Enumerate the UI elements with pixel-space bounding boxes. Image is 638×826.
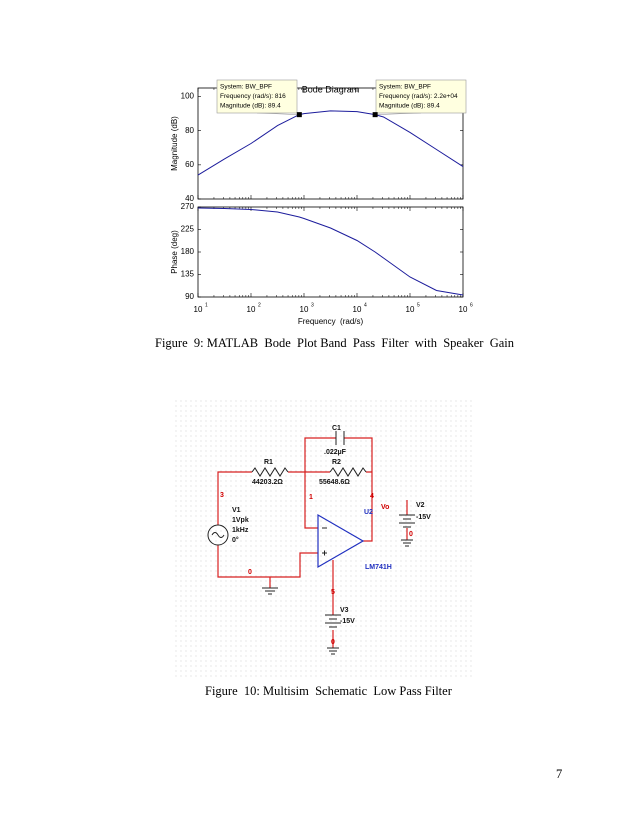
- label: 3: [220, 492, 224, 499]
- resistors: [251, 467, 367, 477]
- y-tick-label: 90: [185, 292, 194, 301]
- label: V1: [232, 507, 241, 514]
- label: 0: [248, 569, 252, 576]
- grounds: [262, 539, 413, 655]
- capacitor: [335, 431, 345, 445]
- label: R2: [332, 459, 341, 466]
- label: 1kHz: [232, 527, 249, 534]
- page-number: 7: [556, 767, 562, 781]
- x-tick-label: 10: [406, 305, 415, 314]
- y-tick-label: 40: [185, 194, 194, 203]
- x-tick-label: 10: [247, 305, 256, 314]
- datatip-marker: [372, 112, 378, 118]
- datatip: [216, 79, 298, 114]
- datatip-text: System: BW_BPF: [220, 84, 272, 91]
- x-tick-label: 10: [300, 305, 309, 314]
- opamp: [317, 513, 365, 569]
- label: 1Vpk: [232, 517, 249, 524]
- y-axis-label: Magnitude (dB): [170, 116, 179, 171]
- datatip-text: Frequency (rad/s): 2.2e+04: [379, 93, 458, 100]
- label: 1: [309, 494, 313, 501]
- label: 5: [331, 589, 335, 596]
- label: V2: [416, 502, 425, 509]
- axes-box: [197, 87, 464, 200]
- y-tick-label: 100: [181, 92, 195, 101]
- datatip-text: System: BW_BPF: [379, 84, 431, 91]
- x-tick-exponent: 1: [205, 302, 208, 308]
- label: 55648.6Ω: [319, 479, 350, 486]
- datatip-text: Magnitude (dB): 89.4: [379, 103, 440, 110]
- label: C1: [332, 425, 341, 432]
- x-tick-label: 10: [459, 305, 468, 314]
- datatip: [375, 79, 467, 114]
- wires: [217, 437, 408, 648]
- y-axis-label: Phase (deg): [170, 230, 179, 274]
- x-axis-label: Frequency (rad/s): [298, 317, 364, 326]
- label: -15V: [416, 514, 431, 521]
- y-tick-label: 270: [181, 202, 195, 211]
- label: 0: [331, 639, 335, 646]
- datatip-marker: [296, 112, 302, 118]
- opamp-signs: [322, 527, 327, 556]
- curve: [197, 207, 464, 296]
- y-tick-label: 80: [185, 126, 194, 135]
- bode-figure: 40 60 80 100 Magnitude (dB) Bode Diagram Syste…: [170, 79, 473, 326]
- x-tick-exponent: 2: [258, 302, 261, 308]
- datatip-text: Frequency (rad/s): 816: [220, 93, 286, 100]
- schematic-grid: [172, 398, 472, 680]
- sine: [211, 532, 225, 538]
- x-tick-exponent: 4: [364, 302, 367, 308]
- x-tick-exponent: 3: [311, 302, 314, 308]
- label: Vo: [381, 504, 389, 511]
- label: .022µF: [324, 449, 347, 456]
- datatip-text: Magnitude (dB): 89.4: [220, 103, 281, 110]
- x-tick-exponent: 5: [417, 302, 420, 308]
- x-tick-exponent: 6: [470, 302, 473, 308]
- y-tick-label: 135: [181, 270, 195, 279]
- label: 44203.2Ω: [252, 479, 283, 486]
- label: 0°: [232, 536, 239, 544]
- label: 0: [409, 531, 413, 538]
- y-tick-label: 225: [181, 225, 195, 234]
- caption: Figure 10: Multisim Schematic Low Pass F…: [205, 684, 453, 698]
- chart-title: Bode Diagram: [302, 84, 360, 94]
- y-tick-label: 180: [181, 247, 195, 256]
- curve: [197, 110, 464, 176]
- x-tick-label: 10: [353, 305, 362, 314]
- caption: Figure 9: MATLAB Bode Plot Band Pass Fil…: [155, 336, 515, 350]
- label: U2: [364, 509, 373, 516]
- batteries: [325, 514, 415, 628]
- source-v1: [207, 524, 229, 546]
- label: -15V: [340, 618, 355, 625]
- label: R1: [264, 459, 273, 466]
- label: 4: [370, 493, 374, 500]
- label: LM741H: [365, 564, 392, 571]
- x-tick-label: 10: [194, 305, 203, 314]
- y-tick-label: 60: [185, 160, 194, 169]
- label: V3: [340, 607, 349, 614]
- schematic: C1 .022µF R1 44203.2Ω R2 55648.6Ω Vo 3 1…: [172, 398, 472, 680]
